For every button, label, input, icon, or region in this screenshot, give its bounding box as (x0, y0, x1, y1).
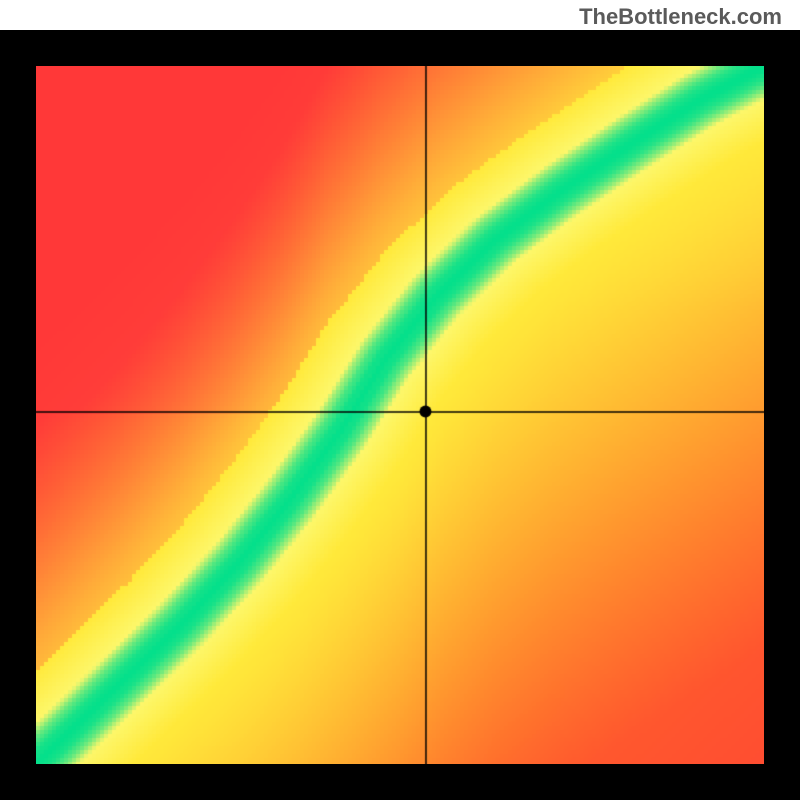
watermark-text: TheBottleneck.com (579, 4, 782, 30)
crosshair-overlay (36, 66, 764, 764)
